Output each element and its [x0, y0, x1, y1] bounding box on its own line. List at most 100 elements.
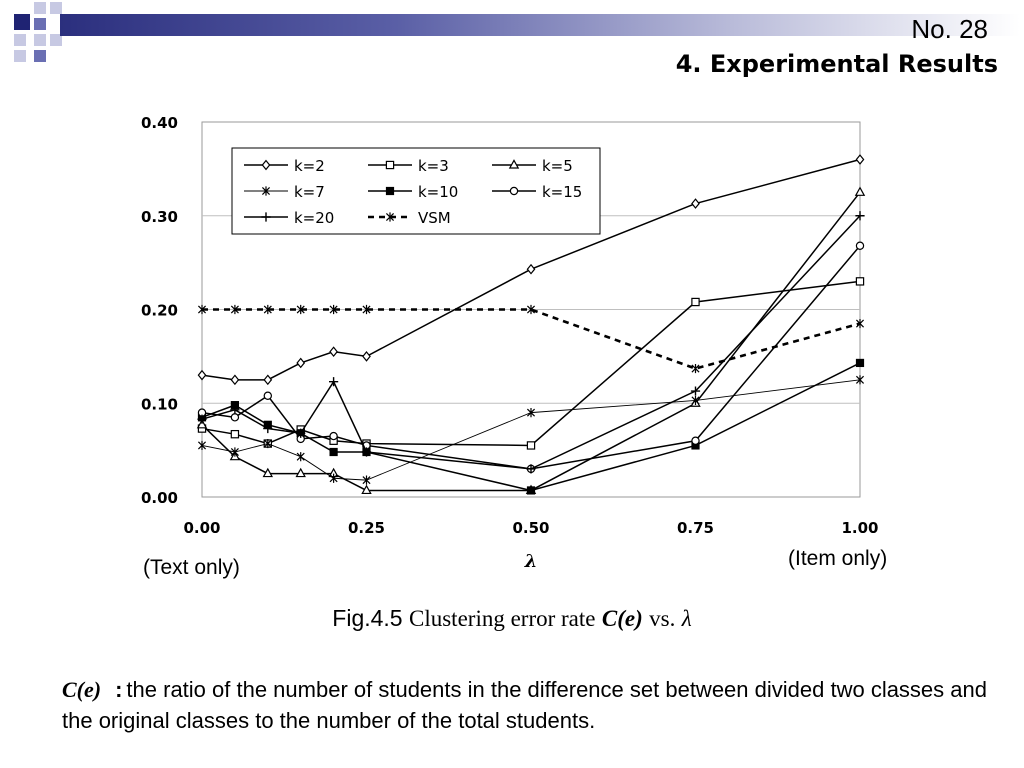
legend-item: VSM — [368, 209, 451, 227]
legend-item: k=15 — [492, 183, 582, 201]
data-point — [230, 447, 239, 457]
series-line — [202, 308, 861, 370]
legend-label: k=3 — [418, 157, 449, 175]
data-point — [855, 241, 865, 250]
slide-title: 4. Experimental Results — [675, 50, 998, 78]
data-point — [296, 357, 306, 369]
data-point — [329, 304, 338, 315]
data-point — [526, 464, 536, 474]
legend-item: k=20 — [244, 209, 334, 227]
legend-label: k=15 — [542, 183, 582, 201]
data-point — [691, 297, 700, 307]
y-tick-label: 0.40 — [141, 114, 178, 132]
data-point — [196, 418, 208, 429]
legend-item: k=7 — [244, 183, 325, 201]
data-point — [385, 160, 395, 170]
legend-label: k=10 — [418, 183, 458, 201]
data-point — [296, 452, 305, 462]
data-point — [385, 186, 395, 196]
data-point — [526, 304, 536, 315]
data-point — [526, 263, 536, 275]
legend-label: k=20 — [294, 209, 334, 227]
y-tick-label: 0.30 — [141, 208, 178, 226]
legend-item: k=10 — [368, 183, 458, 201]
data-point — [691, 198, 700, 209]
caption-text: Clustering error rate — [409, 606, 596, 631]
x-tick-label: 0.00 — [183, 519, 220, 537]
data-point — [526, 408, 536, 418]
data-point — [526, 486, 536, 495]
data-point — [263, 304, 272, 315]
data-point — [361, 447, 372, 457]
data-point — [854, 186, 866, 196]
legend-item: k=3 — [368, 157, 449, 175]
definition-term: C(e) — [62, 677, 102, 702]
y-tick-label: 0.00 — [141, 489, 178, 507]
series-vsm — [197, 304, 865, 374]
data-point — [329, 377, 339, 387]
decorative-squares — [14, 2, 62, 62]
series-k-15 — [197, 241, 865, 474]
data-point — [362, 304, 371, 315]
data-point — [508, 159, 520, 169]
data-point — [261, 159, 271, 171]
data-point — [197, 369, 207, 381]
data-point — [855, 375, 865, 385]
legend-item: k=5 — [492, 157, 573, 175]
header-gradient-bar — [60, 14, 1020, 36]
data-point — [263, 423, 273, 434]
x-axis-label: λ — [524, 551, 538, 572]
data-point — [690, 386, 701, 396]
data-point — [691, 436, 700, 445]
legend-label: k=2 — [294, 157, 325, 175]
line-chart: 0.00 0.10 0.20 0.30 0.40 0.00 0.25 0.50 0.75 1.00… — [141, 114, 879, 572]
data-point — [691, 395, 700, 406]
data-point — [197, 414, 207, 424]
data-point — [361, 484, 372, 495]
caption-lambda: λ — [681, 606, 692, 631]
data-point — [329, 346, 338, 358]
data-point — [329, 431, 338, 441]
data-point — [263, 438, 272, 449]
y-tick-label: 0.10 — [141, 395, 178, 413]
legend-label: k=7 — [294, 183, 325, 201]
data-point — [261, 186, 271, 196]
item-only-annotation: (Item only) — [788, 547, 888, 570]
data-point — [230, 405, 240, 415]
data-point — [230, 374, 240, 386]
x-tick-label: 0.25 — [348, 519, 385, 537]
data-point — [262, 467, 274, 478]
definition-text: the ratio of the number of students in t… — [62, 677, 987, 733]
data-point — [855, 277, 865, 286]
x-tick-label: 1.00 — [841, 519, 878, 537]
x-tick-label: 0.50 — [512, 519, 549, 537]
data-point — [197, 304, 207, 315]
data-point — [263, 374, 273, 386]
data-point — [526, 441, 536, 450]
data-point — [362, 351, 371, 362]
caption-prefix: Fig.4.5 — [332, 605, 403, 631]
caption-symbol: C(e) — [601, 606, 643, 631]
definition-colon: : — [115, 677, 123, 702]
data-point — [385, 212, 395, 222]
x-tick-label: 0.75 — [677, 519, 714, 537]
data-point — [855, 318, 865, 329]
figure-caption: Fig.4.5 Clustering error rate C(e) vs. λ — [0, 605, 1024, 632]
data-point — [296, 304, 305, 315]
data-point — [296, 428, 306, 438]
data-point — [263, 391, 272, 400]
legend-box — [231, 147, 601, 235]
data-point — [295, 467, 306, 478]
data-point — [509, 186, 519, 196]
legend-label: VSM — [418, 209, 451, 227]
y-tick-label: 0.20 — [141, 302, 178, 320]
legend: k=2 k=3 k=5 k=7 k=10 k=15 k=20 VSM — [231, 147, 601, 235]
legend-label: k=5 — [542, 157, 573, 175]
data-point — [329, 447, 338, 457]
series-k-20 — [197, 211, 865, 474]
data-point — [230, 304, 239, 315]
data-point — [261, 212, 271, 222]
data-point — [197, 440, 207, 451]
definition-paragraph: C(e): the ratio of the number of students… — [62, 674, 1002, 736]
data-point — [855, 211, 865, 221]
